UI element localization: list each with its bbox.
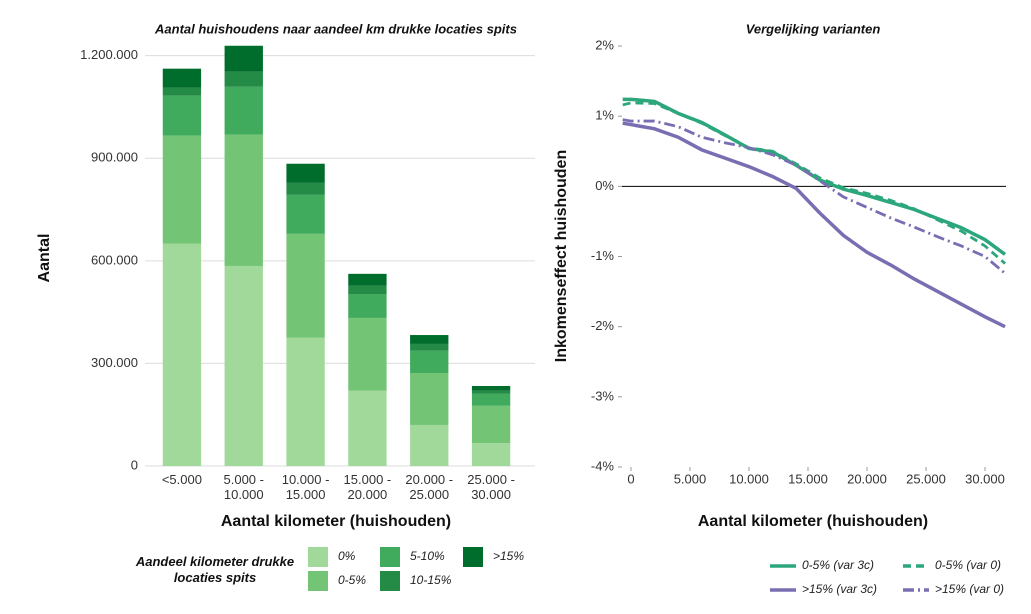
x-tick-label: 10.000: [729, 471, 769, 486]
x-tick-label: 15.000 - 20.000: [343, 472, 392, 502]
bar-segment: [471, 393, 511, 406]
x-tick-label: <5.000: [161, 472, 202, 487]
bar-segment: [471, 390, 511, 394]
line-series: [622, 97, 1007, 256]
y-axis-label: Inkomenseffect huishouden: [553, 150, 570, 362]
y-axis-label: Aantal: [36, 234, 53, 283]
bar-segment: [348, 317, 387, 391]
legend-swatch: [380, 571, 400, 591]
bar-segment: [348, 273, 387, 286]
y-tick-label: -3%: [591, 388, 615, 403]
legend-label: >15% (var 3c): [802, 582, 877, 596]
x-tick-label: 30.000: [965, 471, 1005, 486]
bar-segment: [162, 243, 202, 466]
bar-segment: [162, 95, 202, 136]
legend-title: Aandeel kilometer drukke locaties spits: [135, 554, 295, 585]
y-tick-label: 600.000: [91, 252, 138, 267]
y-tick-label: -1%: [591, 248, 615, 263]
bar-segment: [471, 443, 511, 466]
bar-segment: [286, 182, 325, 195]
bar-segment: [162, 68, 202, 88]
bar-segment: [410, 350, 449, 373]
x-tick-label: 0: [627, 471, 634, 486]
y-tick-label: 0: [131, 457, 138, 472]
legend-label: >15% (var 0): [935, 582, 1004, 596]
bar-segment: [162, 135, 202, 244]
legend-label: 0-5%: [338, 573, 366, 587]
chart-title: Vergelijking varianten: [746, 21, 881, 36]
bar-segment: [410, 335, 449, 344]
bar-segment: [348, 390, 387, 466]
bar-segment: [286, 233, 325, 338]
line-series: [622, 101, 1006, 265]
legend-swatch: [308, 547, 328, 567]
bar-segment: [224, 45, 263, 72]
bar-segment: [410, 343, 449, 351]
x-tick-label: 15.000: [788, 471, 828, 486]
y-tick-label: 1.200.000: [80, 47, 138, 62]
x-axis-label: Aantal kilometer (huishouden): [221, 513, 451, 530]
bar-segment: [224, 71, 263, 87]
x-tick-label: 20.000 - 25.000: [405, 472, 454, 502]
bar-segment: [286, 194, 325, 234]
y-tick-label: 2%: [595, 37, 614, 52]
bar-segment: [471, 385, 511, 391]
legend-label: 10-15%: [410, 573, 452, 587]
bar-segment: [162, 87, 202, 96]
y-tick-label: 300.000: [91, 355, 138, 370]
line-series: [622, 121, 1006, 329]
y-tick-label: 1%: [595, 108, 614, 123]
legend-label: 0%: [338, 549, 356, 563]
bar-segment: [410, 424, 449, 466]
chart-title: Aantal huishoudens naar aandeel km drukk…: [154, 21, 517, 36]
bar-segment: [286, 163, 325, 183]
x-tick-label: 25.000: [906, 471, 946, 486]
y-tick-label: 0%: [595, 178, 614, 193]
y-tick-label: -2%: [591, 318, 615, 333]
bar-segment: [410, 372, 449, 425]
x-tick-label: 20.000: [847, 471, 887, 486]
bar-segment: [224, 134, 263, 266]
legend-label: >15%: [493, 549, 524, 563]
bar-segment: [348, 285, 387, 295]
y-tick-label: 900.000: [91, 150, 138, 165]
legend-swatch: [308, 571, 328, 591]
bar-segment: [286, 337, 325, 466]
bar-segment: [224, 265, 263, 466]
x-tick-label: 10.000 - 15.000: [281, 472, 330, 502]
x-tick-label: 5.000: [674, 471, 707, 486]
line-series: [622, 118, 1006, 275]
legend-label: 0-5% (var 3c): [802, 558, 874, 572]
x-axis-label: Aantal kilometer (huishouden): [698, 513, 928, 530]
legend-label: 5-10%: [410, 549, 445, 563]
bar-segment: [224, 86, 263, 135]
x-tick-label: 25.000 - 30.000: [467, 472, 515, 502]
x-tick-label: 5.000 - 10.000: [223, 472, 264, 502]
bar-segment: [471, 405, 511, 444]
y-tick-label: -4%: [591, 458, 615, 473]
bar-segment: [348, 294, 387, 318]
legend-label: 0-5% (var 0): [935, 558, 1001, 572]
legend-swatch: [463, 547, 483, 567]
legend-swatch: [380, 547, 400, 567]
